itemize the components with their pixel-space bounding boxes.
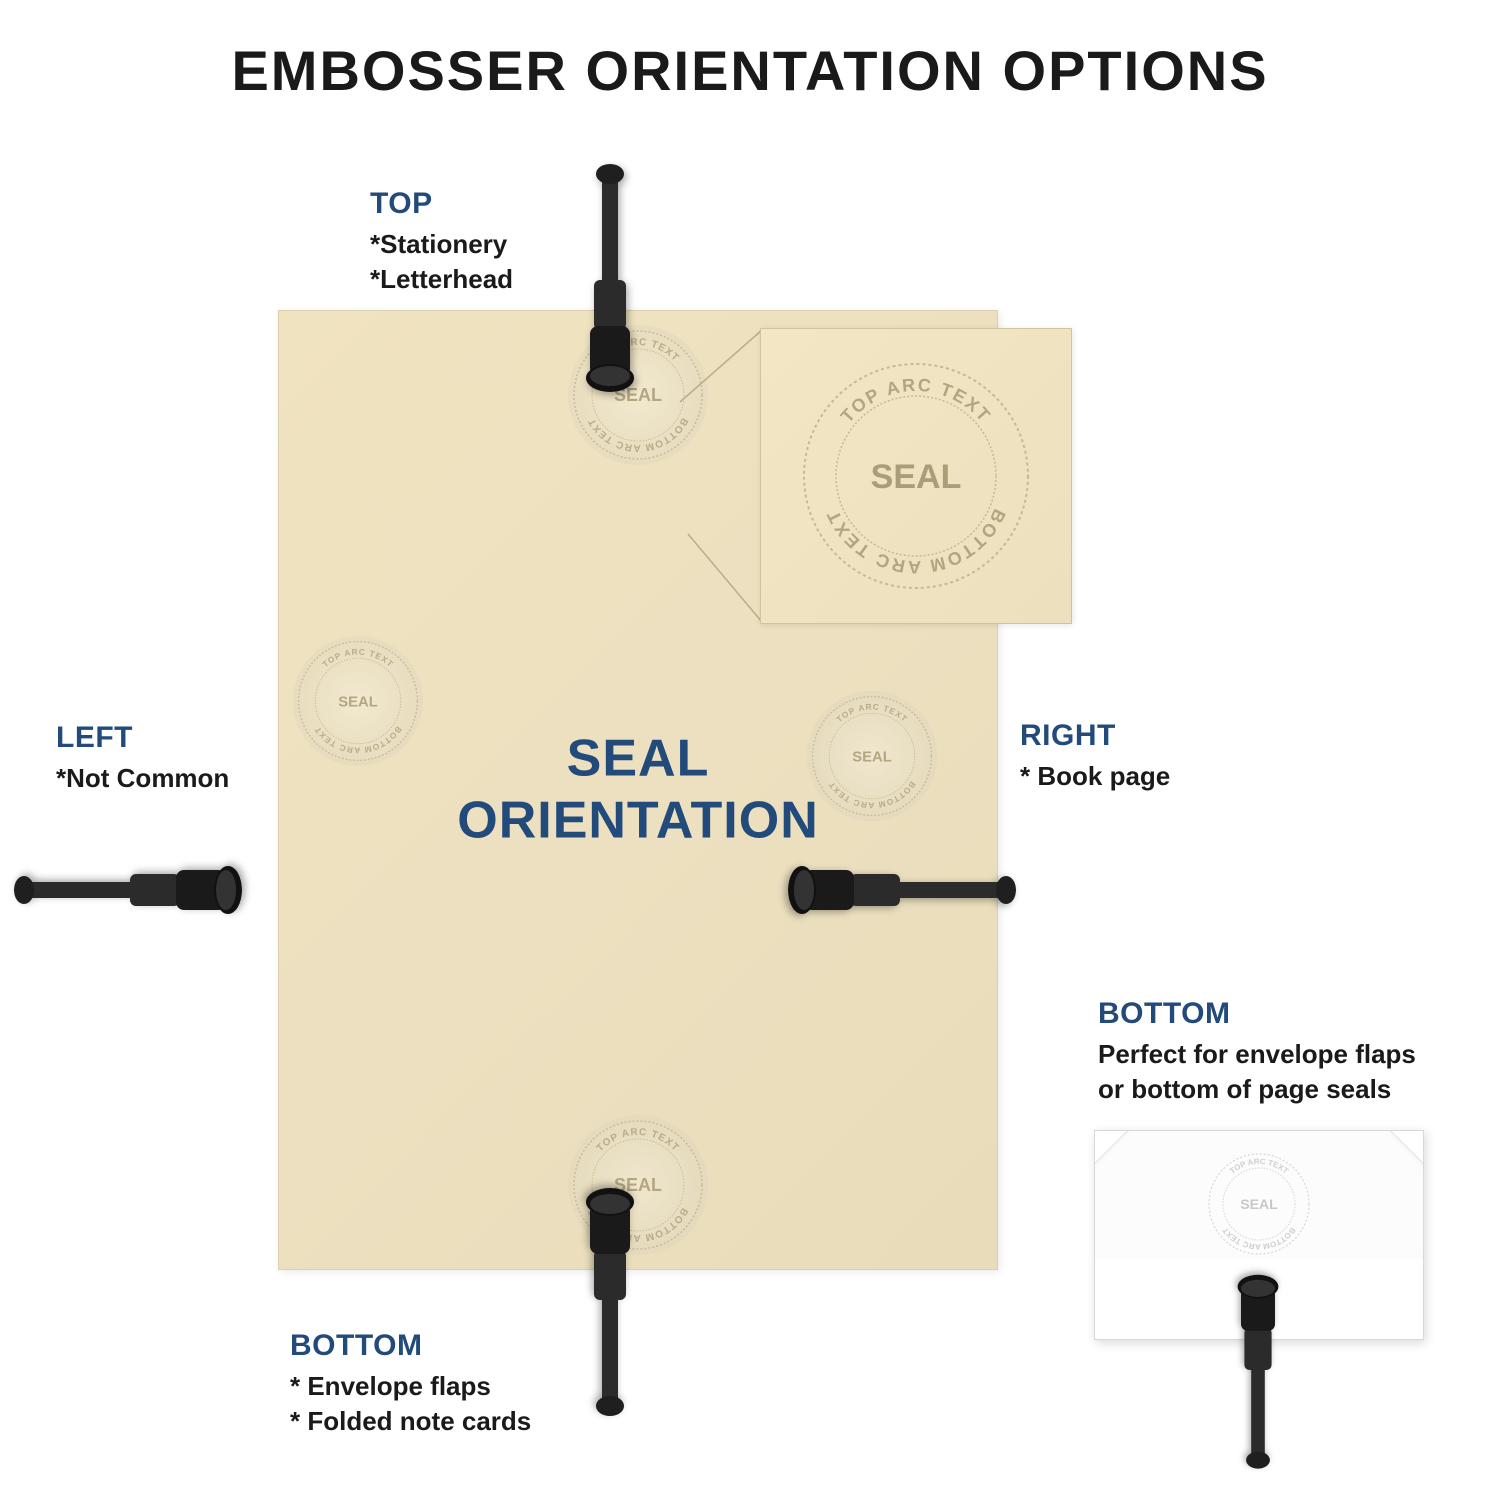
label-bottom-heading: BOTTOM [290, 1326, 531, 1367]
label-top-line2: *Letterhead [370, 262, 513, 297]
paper-center-line2: ORIENTATION [457, 790, 819, 852]
svg-text:SEAL: SEAL [871, 458, 962, 496]
seal-impression-envelope: TOP ARC TEXT BOTTOM ARC TEXT SEAL [1204, 1149, 1314, 1259]
label-left-line1: *Not Common [56, 761, 229, 796]
embosser-tool-right [780, 860, 1020, 920]
label-bottom-line2: * Folded note cards [290, 1404, 531, 1439]
embosser-tool-envelope [1233, 1268, 1284, 1472]
seal-zoom-callout: TOP ARC TEXT BOTTOM ARC TEXT SEAL [760, 328, 1072, 624]
svg-text:SEAL: SEAL [1240, 1196, 1278, 1212]
svg-text:SEAL: SEAL [852, 750, 892, 766]
paper-center-label: SEAL ORIENTATION [457, 728, 819, 853]
svg-text:SEAL: SEAL [338, 695, 378, 711]
embosser-tool-left [10, 860, 250, 920]
label-right-line1: * Book page [1020, 759, 1170, 794]
label-top-line1: *Stationery [370, 227, 513, 262]
label-top: TOP *Stationery *Letterhead [370, 184, 513, 297]
embosser-tool-top [580, 160, 640, 400]
label-left: LEFT *Not Common [56, 718, 229, 796]
paper-center-line1: SEAL [457, 728, 819, 790]
label-bottom-callout-heading: BOTTOM [1098, 994, 1416, 1035]
label-top-heading: TOP [370, 184, 513, 225]
svg-text:BOTTOM ARC TEXT: BOTTOM ARC TEXT [822, 506, 1009, 577]
label-bottom-line1: * Envelope flaps [290, 1369, 531, 1404]
label-bottom-callout: BOTTOM Perfect for envelope flaps or bot… [1098, 994, 1416, 1107]
svg-text:TOP ARC TEXT: TOP ARC TEXT [1228, 1157, 1290, 1176]
label-bottom-callout-line2: or bottom of page seals [1098, 1072, 1416, 1107]
svg-text:BOTTOM ARC TEXT: BOTTOM ARC TEXT [1221, 1226, 1298, 1251]
seal-impression-right: TOP ARC TEXT BOTTOM ARC TEXT SEAL [807, 691, 937, 821]
seal-impression-left: TOP ARC TEXT BOTTOM ARC TEXT SEAL [293, 636, 423, 766]
label-right: RIGHT * Book page [1020, 716, 1170, 794]
label-left-heading: LEFT [56, 718, 229, 759]
page-title: EMBOSSER ORIENTATION OPTIONS [0, 38, 1500, 103]
label-right-heading: RIGHT [1020, 716, 1170, 757]
label-bottom-callout-line1: Perfect for envelope flaps [1098, 1037, 1416, 1072]
label-bottom: BOTTOM * Envelope flaps * Folded note ca… [290, 1326, 531, 1439]
embosser-tool-bottom [580, 1180, 640, 1420]
seal-impression-zoom: TOP ARC TEXT BOTTOM ARC TEXT SEAL [796, 356, 1036, 596]
